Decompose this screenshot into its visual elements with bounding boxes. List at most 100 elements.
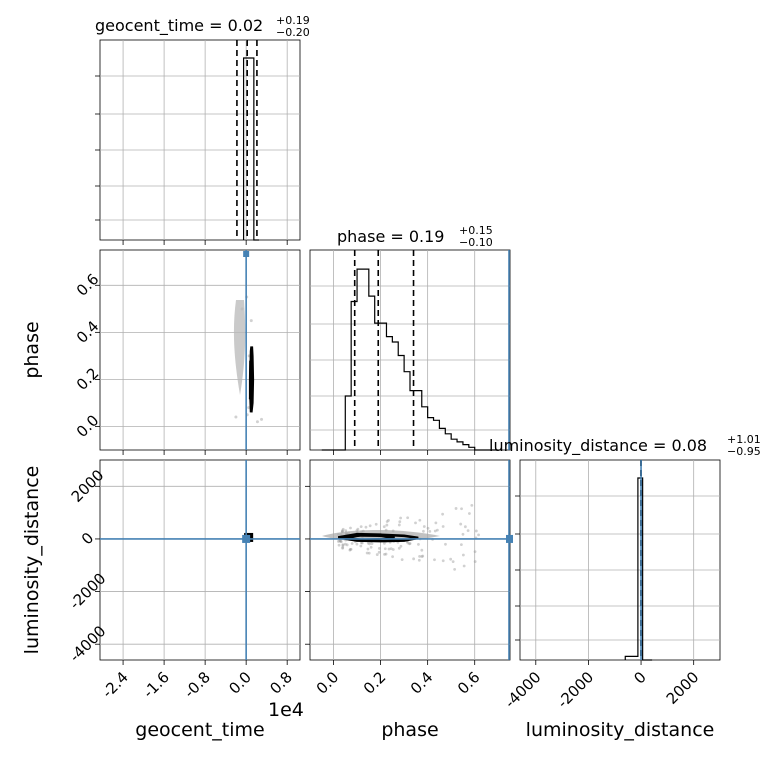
scatter-point-123 [369,545,373,549]
scatter-point-24 [408,542,412,545]
scatter-point-48 [385,523,389,527]
scatter-point-103 [338,539,341,543]
scatter-point-122 [397,546,401,550]
scatter-point-57 [341,546,345,550]
scatter-point-37 [454,507,458,510]
ticklabels-x-geocent-label-4: 0.8 [266,668,296,698]
scatter-point-135 [441,525,445,528]
ticklabels-x-geocent-label-3: 0.0 [225,668,255,698]
ticklabels-x-distance-label-0: -4000 [501,668,545,712]
scatter-point-18 [399,544,403,548]
ticklabels-x-distance-label-3: 2000 [663,668,703,708]
scatter-point-127 [374,522,378,526]
ticklabels-x-distance-label-2: 0 [630,668,649,687]
scatter-point-17 [383,547,387,551]
scatter-point-25 [435,528,439,532]
scatter-point-111 [341,544,345,547]
scatter-point-26 [345,543,349,547]
scatter-point-138 [474,529,478,533]
ticklabels-y-distance-label-2: 0 [78,529,97,548]
title-phase-plus: +0.15 [459,224,493,237]
scatter-point-114 [367,551,371,555]
grid-x-phase-hist [333,250,476,450]
scatter-point-27 [384,552,388,556]
ylabel-phase: phase [21,321,43,378]
panel-distance-vs-geocent [99,459,301,661]
grid-x-geocent-hist [122,40,288,240]
scatter-point-6 [234,415,238,419]
xlabel-phase: phase [381,719,438,741]
ticklabels-y-phase-label-1: 0.2 [73,364,103,394]
scatter-point-101 [365,551,369,555]
scatter-point-63 [355,542,359,546]
scatter-point-98 [418,554,421,558]
title-geocent-time-plus: +0.19 [276,14,310,27]
title-luminosity-distance-minus: −0.95 [727,445,760,458]
scatter-point-15 [420,548,424,552]
hist-geocent-time [242,57,259,241]
ticklabels-x-phase-label-0: 0.0 [313,668,343,698]
scatter-point-134 [466,529,470,533]
scatter-point-21 [341,529,344,533]
scatter-point-79 [398,520,402,524]
scatter-point-117 [462,564,466,568]
ticklabels-x-distance-label-1: -2000 [554,668,598,712]
ticklabels-x-phase-label-1: 0.2 [360,668,390,698]
scatter-point-132 [360,541,364,545]
xlabel-luminosity-distance: luminosity_distance [526,719,715,741]
scatter-point-34 [359,544,363,548]
scatter-point-139 [368,542,372,546]
scatter-point-99 [421,554,425,558]
title-phase-minus: −0.10 [459,236,493,249]
scatter-point-1 [247,406,251,410]
scatter-point-32 [382,525,386,529]
scatter-point-43 [422,525,426,528]
scatter-point-44 [359,525,363,529]
scatter-phase-geocent [234,295,264,424]
contour-distance-phase-0 [338,532,419,543]
contour-phase-geocent-0 [249,346,255,413]
grid-y-phase-geocent [100,284,300,427]
scatter-point-35 [433,558,436,562]
scatter-point-108 [449,557,453,561]
scatter-point-13 [473,560,477,563]
scatter-point-118 [377,547,381,550]
scatter-point-53 [426,526,430,530]
scatter-point-51 [461,553,465,557]
title-luminosity-distance: luminosity_distance = 0.08 [489,436,707,456]
ticklabels-x-phase-label-2: 0.4 [407,668,437,698]
scatter-point-121 [453,567,457,571]
truth-point-phase-geocent [243,251,250,257]
scatter-point-58 [397,523,401,527]
ylabel-luminosity-distance: luminosity_distance [21,466,43,655]
scatter-point-39 [433,529,437,533]
ticklabels-y-phase-label-3: 0.6 [73,270,103,300]
scatter-point-56 [348,547,352,551]
scatter-point-52 [337,543,341,547]
title-geocent-time-minus: −0.20 [276,26,310,39]
ticklabels-x-geocent-label-1: -1.6 [139,668,172,701]
scatter-point-78 [382,542,386,545]
scatter-point-119 [375,553,379,556]
scatter-point-2 [249,319,253,323]
scatter-point-47 [341,527,345,531]
xlabel-geocent-time: geocent_time [135,719,264,741]
panel-phase-vs-geocent [99,249,301,451]
scatter-point-107 [408,542,411,546]
scatter-point-67 [377,550,381,554]
scatter-point-28 [338,539,342,542]
panel-distance-hist [519,459,721,661]
scatter-point-106 [364,525,368,529]
scatter-point-20 [370,542,374,546]
scatter-point-38 [468,512,471,515]
scatter-point-7 [391,548,395,551]
scatter-point-60 [391,555,394,559]
scatter-point-81 [344,529,348,533]
scatter-point-54 [418,518,422,522]
offset-text-geocent-time: 1e4 [268,699,304,721]
ticklabels-x-phase-label-3: 0.6 [454,668,484,698]
scatter-point-95 [459,522,463,526]
panel-phase-hist [309,249,511,451]
truth-point-distance-phase [506,534,513,543]
scatter-point-75 [341,545,345,549]
